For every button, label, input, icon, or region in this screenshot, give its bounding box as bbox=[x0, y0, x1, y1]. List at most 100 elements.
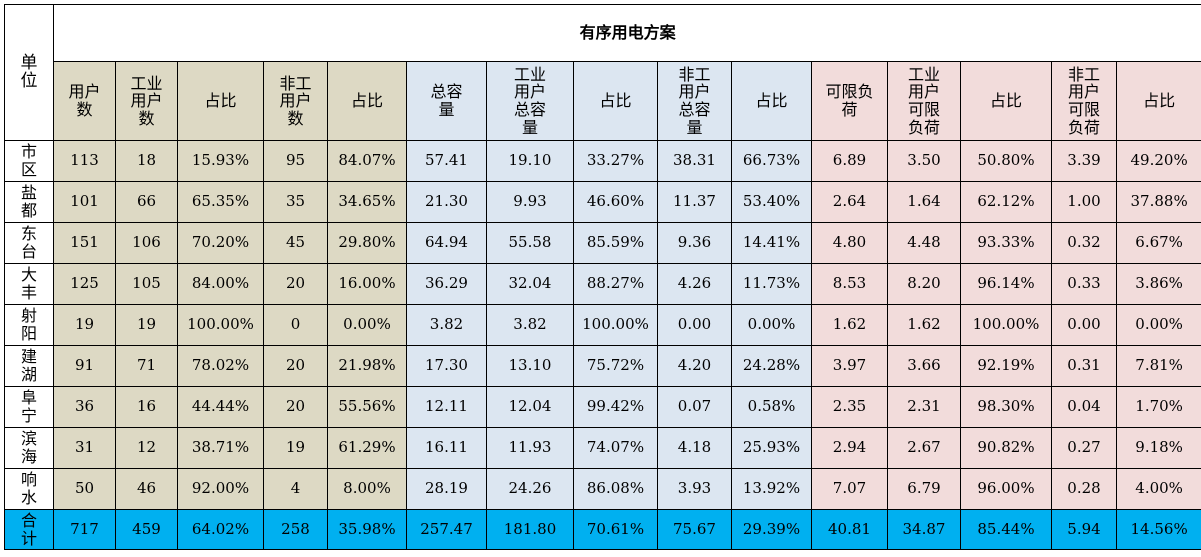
table-cell: 0.04 bbox=[1051, 386, 1117, 428]
table-cell: 98.30% bbox=[960, 386, 1052, 428]
table-cell: 0.27 bbox=[1051, 427, 1117, 469]
table-cell: 3.97 bbox=[811, 345, 888, 387]
table-cell: 75.72% bbox=[573, 345, 658, 387]
table-cell: 2.64 bbox=[811, 181, 888, 223]
table-cell: 4.26 bbox=[657, 263, 732, 305]
table-cell: 105 bbox=[115, 263, 178, 305]
table-cell: 8.20 bbox=[887, 263, 961, 305]
table-cell: 106 bbox=[115, 222, 178, 264]
table-title: 有序用电方案 bbox=[52, 4, 1201, 62]
row-unit: 建湖 bbox=[4, 345, 54, 387]
table-cell: 2.94 bbox=[811, 427, 888, 469]
table-cell: 85.59% bbox=[573, 222, 658, 264]
table-cell: 12.11 bbox=[406, 386, 487, 428]
table-cell: 3.82 bbox=[406, 304, 487, 346]
table-cell: 29.39% bbox=[731, 509, 812, 550]
table-cell: 96.00% bbox=[960, 468, 1052, 510]
table-cell: 3.50 bbox=[887, 140, 961, 182]
table-cell: 0.32 bbox=[1051, 222, 1117, 264]
table-cell: 62.12% bbox=[960, 181, 1052, 223]
table-cell: 0.00% bbox=[1115, 304, 1201, 346]
table-cell: 100.00% bbox=[960, 304, 1052, 346]
table-cell: 37.88% bbox=[1115, 181, 1201, 223]
table-cell: 0 bbox=[263, 304, 328, 346]
table-cell: 6.67% bbox=[1115, 222, 1201, 264]
table-cell: 20 bbox=[263, 386, 328, 428]
column-header: 非工 用户数 bbox=[263, 61, 328, 141]
table-cell: 19 bbox=[53, 304, 116, 346]
table-cell: 92.19% bbox=[960, 345, 1052, 387]
total-label: 合计 bbox=[4, 509, 54, 550]
table-cell: 2.31 bbox=[887, 386, 961, 428]
table-cell: 66.73% bbox=[731, 140, 812, 182]
table-cell: 4.00% bbox=[1115, 468, 1201, 510]
table-cell: 11.93 bbox=[486, 427, 574, 469]
table-cell: 1.70% bbox=[1115, 386, 1201, 428]
table-row: 东台 151 106 70.20% 45 29.80% 64.94 55.58 85.59% 9.… bbox=[4, 222, 1201, 264]
table-cell: 6.79 bbox=[887, 468, 961, 510]
table-cell: 55.58 bbox=[486, 222, 574, 264]
column-header: 非工 用户 总容量 bbox=[657, 61, 732, 141]
table-cell: 12.04 bbox=[486, 386, 574, 428]
table-cell: 34.65% bbox=[327, 181, 407, 223]
table-cell: 66 bbox=[115, 181, 178, 223]
table-row: 射阳 19 19 100.00% 0 0.00% 3.82 3.82 100.00% 0.00 0.… bbox=[4, 304, 1201, 346]
table-cell: 31 bbox=[53, 427, 116, 469]
table-cell: 9.36 bbox=[657, 222, 732, 264]
table-cell: 65.35% bbox=[177, 181, 264, 223]
table-cell: 0.00 bbox=[657, 304, 732, 346]
table-cell: 6.89 bbox=[811, 140, 888, 182]
table-cell: 64.02% bbox=[177, 509, 264, 550]
table-cell: 13.92% bbox=[731, 468, 812, 510]
table-cell: 4.20 bbox=[657, 345, 732, 387]
table-cell: 1.62 bbox=[887, 304, 961, 346]
column-header: 非工 用户 可限 负荷 bbox=[1051, 61, 1117, 141]
table-cell: 17.30 bbox=[406, 345, 487, 387]
table-cell: 20 bbox=[263, 345, 328, 387]
column-header: 占比 bbox=[960, 61, 1052, 141]
unit-header-text: 单位 bbox=[20, 52, 38, 91]
table-cell: 14.41% bbox=[731, 222, 812, 264]
table-cell: 25.93% bbox=[731, 427, 812, 469]
column-header: 工业 用户 总容量 bbox=[486, 61, 574, 141]
table-cell: 18 bbox=[115, 140, 178, 182]
table-cell: 13.10 bbox=[486, 345, 574, 387]
table-cell: 7.81% bbox=[1115, 345, 1201, 387]
table-cell: 45 bbox=[263, 222, 328, 264]
table-cell: 19 bbox=[115, 304, 178, 346]
table-cell: 64.94 bbox=[406, 222, 487, 264]
table-cell: 15.93% bbox=[177, 140, 264, 182]
table-cell: 55.56% bbox=[327, 386, 407, 428]
table-cell: 50.80% bbox=[960, 140, 1052, 182]
table-cell: 21.30 bbox=[406, 181, 487, 223]
table-cell: 0.00 bbox=[1051, 304, 1117, 346]
column-header: 占比 bbox=[731, 61, 812, 141]
table-cell: 19 bbox=[263, 427, 328, 469]
table-cell: 717 bbox=[53, 509, 116, 550]
table-cell: 3.93 bbox=[657, 468, 732, 510]
table-cell: 44.44% bbox=[177, 386, 264, 428]
table-cell: 125 bbox=[53, 263, 116, 305]
table-cell: 9.18% bbox=[1115, 427, 1201, 469]
table-cell: 101 bbox=[53, 181, 116, 223]
table-cell: 459 bbox=[115, 509, 178, 550]
table-cell: 84.00% bbox=[177, 263, 264, 305]
table-cell: 11.73% bbox=[731, 263, 812, 305]
column-header: 总容量 bbox=[406, 61, 487, 141]
table-cell: 61.29% bbox=[327, 427, 407, 469]
table-cell: 96.14% bbox=[960, 263, 1052, 305]
table-cell: 113 bbox=[53, 140, 116, 182]
table-cell: 8.53 bbox=[811, 263, 888, 305]
table-cell: 91 bbox=[53, 345, 116, 387]
table-cell: 74.07% bbox=[573, 427, 658, 469]
table-cell: 95 bbox=[263, 140, 328, 182]
table-cell: 0.00% bbox=[327, 304, 407, 346]
table-cell: 32.04 bbox=[486, 263, 574, 305]
table-cell: 16 bbox=[115, 386, 178, 428]
table-cell: 70.20% bbox=[177, 222, 264, 264]
table-cell: 0.31 bbox=[1051, 345, 1117, 387]
table-cell: 151 bbox=[53, 222, 116, 264]
table-cell: 9.93 bbox=[486, 181, 574, 223]
table-cell: 86.08% bbox=[573, 468, 658, 510]
table-row: 大丰 125 105 84.00% 20 16.00% 36.29 32.04 88.27% 4.… bbox=[4, 263, 1201, 305]
